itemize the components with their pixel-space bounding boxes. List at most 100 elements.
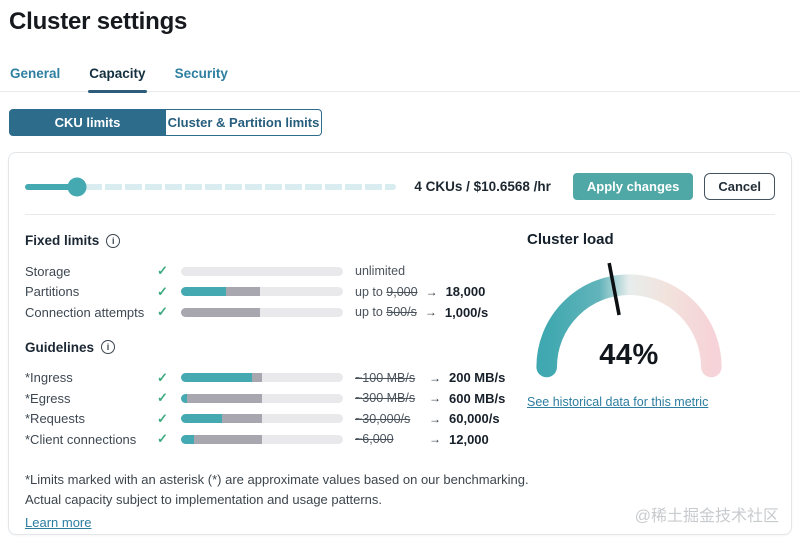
gauge-needle (607, 262, 621, 316)
slider-track[interactable] (25, 183, 397, 190)
limit-row-egress: *Egress ✓ ~300 MB/s → 600 MB/s (25, 388, 513, 409)
limit-row-client-connections: *Client connections ✓ ~6,000 → 12,000 (25, 429, 513, 450)
footer-line-2: Actual capacity subject to implementatio… (25, 491, 382, 507)
new-value: 60,000/s (449, 411, 500, 427)
info-icon[interactable]: i (106, 233, 121, 248)
limit-label: *Requests (25, 411, 85, 427)
watermark: @稀土掘金技术社区 (634, 508, 779, 525)
bar-current-segment (181, 287, 227, 297)
value-prefix: unlimited (355, 264, 406, 279)
apply-changes-button[interactable]: Apply changes (572, 173, 694, 200)
historical-data-link[interactable]: See historical data for this metric (527, 395, 709, 409)
limit-value: ~300 MB/s → 600 MB/s (355, 391, 505, 406)
limit-label: Storage (25, 263, 71, 279)
divider (25, 214, 775, 215)
new-value: 200 MB/s (449, 370, 506, 386)
value-prefix: up to (355, 284, 387, 299)
capacity-bar (181, 373, 343, 383)
value-prefix: up to (355, 305, 387, 320)
arrow-glyph: → (429, 432, 441, 447)
bar-current-segment (181, 393, 188, 403)
old-value: ~30,000/s (355, 411, 411, 426)
arrow-glyph: → (425, 284, 438, 299)
cku-price-label: 4 CKUs / $10.6568 /hr (414, 179, 551, 194)
bar-limit-segment (193, 434, 262, 444)
limits-column: Fixed limits i Storage ✓ unlimited Pa (25, 231, 523, 450)
limit-value: unlimited (355, 264, 421, 278)
limit-row-requests: *Requests ✓ ~30,000/s → 60,000/s (25, 409, 513, 430)
guidelines-title: Guidelines (25, 339, 95, 355)
new-value: 18,000 (445, 284, 486, 300)
new-value: 600 MB/s (449, 390, 506, 406)
bar-current-segment (181, 414, 222, 424)
tab-capacity[interactable]: Capacity (88, 60, 147, 93)
capacity-bar (181, 393, 343, 403)
slider-thumb[interactable] (67, 177, 87, 196)
cku-limits-button[interactable]: CKU limits (9, 109, 166, 136)
capacity-bar (181, 414, 343, 424)
guidelines-header: Guidelines i (25, 340, 513, 355)
tab-bar: General Capacity Security (0, 60, 800, 93)
cluster-load-panel: Cluster load 44% (523, 231, 775, 450)
cku-slider[interactable] (25, 177, 397, 197)
check-icon: ✓ (157, 410, 168, 426)
limit-value: up to 9,000 → 18,000 (355, 284, 485, 299)
capacity-bar (181, 287, 343, 297)
capacity-bar (181, 266, 343, 276)
arrow-glyph: → (429, 411, 441, 426)
bar-limit-segment (226, 287, 261, 297)
cluster-load-gauge: 44% (531, 254, 727, 387)
bar-limit-segment (187, 393, 262, 403)
old-value: 9,000 (386, 284, 418, 299)
limits-segmented-control: CKU limits Cluster & Partition limits (9, 109, 322, 136)
page-title: Cluster settings (9, 8, 188, 35)
arrow-glyph: → (429, 370, 441, 385)
limit-label: *Client connections (25, 431, 137, 447)
limit-label: *Egress (25, 390, 71, 406)
limit-row-connection-attempts: Connection attempts ✓ up to 500/s → 1,00… (25, 302, 513, 323)
check-icon: ✓ (157, 431, 168, 447)
slider-row: 4 CKUs / $10.6568 /hr Apply changes Canc… (9, 153, 791, 214)
cluster-partition-limits-button[interactable]: Cluster & Partition limits (166, 109, 322, 136)
bar-limit-segment (221, 414, 262, 424)
cluster-load-title: Cluster load (527, 231, 614, 248)
old-value: ~6,000 (355, 432, 394, 447)
limit-value: ~30,000/s → 60,000/s (355, 411, 500, 426)
bar-limit-segment (181, 307, 261, 317)
bar-current-segment (181, 373, 253, 383)
footer-note: *Limits marked with an asterisk (*) are … (9, 450, 791, 533)
limit-value: up to 500/s → 1,000/s (355, 305, 488, 320)
cancel-button[interactable]: Cancel (704, 173, 775, 200)
new-value: 12,000 (449, 431, 489, 447)
bar-limit-segment (252, 373, 262, 383)
slider-fill (25, 183, 77, 190)
new-value: 1,000/s (444, 304, 489, 320)
capacity-card: 4 CKUs / $10.6568 /hr Apply changes Canc… (8, 152, 792, 535)
check-icon: ✓ (157, 283, 168, 299)
old-value: ~300 MB/s (355, 391, 416, 406)
check-icon: ✓ (157, 304, 168, 320)
gauge-arc (536, 262, 722, 378)
info-icon[interactable]: i (101, 340, 116, 354)
tab-general[interactable]: General (10, 66, 61, 81)
old-value: 500/s (386, 305, 417, 320)
check-icon: ✓ (157, 390, 168, 406)
bar-current-segment (181, 434, 194, 444)
learn-more-link[interactable]: Learn more (25, 514, 92, 530)
check-icon: ✓ (157, 263, 168, 279)
footer-line-1: *Limits marked with an asterisk (*) are … (25, 471, 529, 487)
old-value: ~100 MB/s (355, 370, 416, 385)
limit-label: *Ingress (25, 370, 73, 386)
limit-value: ~6,000 → 12,000 (355, 432, 489, 447)
limit-label: Connection attempts (25, 304, 145, 320)
tab-security[interactable]: Security (174, 66, 228, 81)
limit-label: Partitions (25, 284, 80, 300)
arrow-glyph: → (424, 305, 437, 320)
capacity-bar (181, 434, 343, 444)
limit-value: ~100 MB/s → 200 MB/s (355, 370, 505, 385)
arrow-glyph: → (429, 391, 441, 406)
cluster-load-value: 44% (599, 339, 659, 371)
capacity-bar (181, 307, 343, 317)
fixed-limits-header: Fixed limits i (25, 233, 513, 248)
limit-row-partitions: Partitions ✓ up to 9,000 → 18,000 (25, 282, 513, 303)
